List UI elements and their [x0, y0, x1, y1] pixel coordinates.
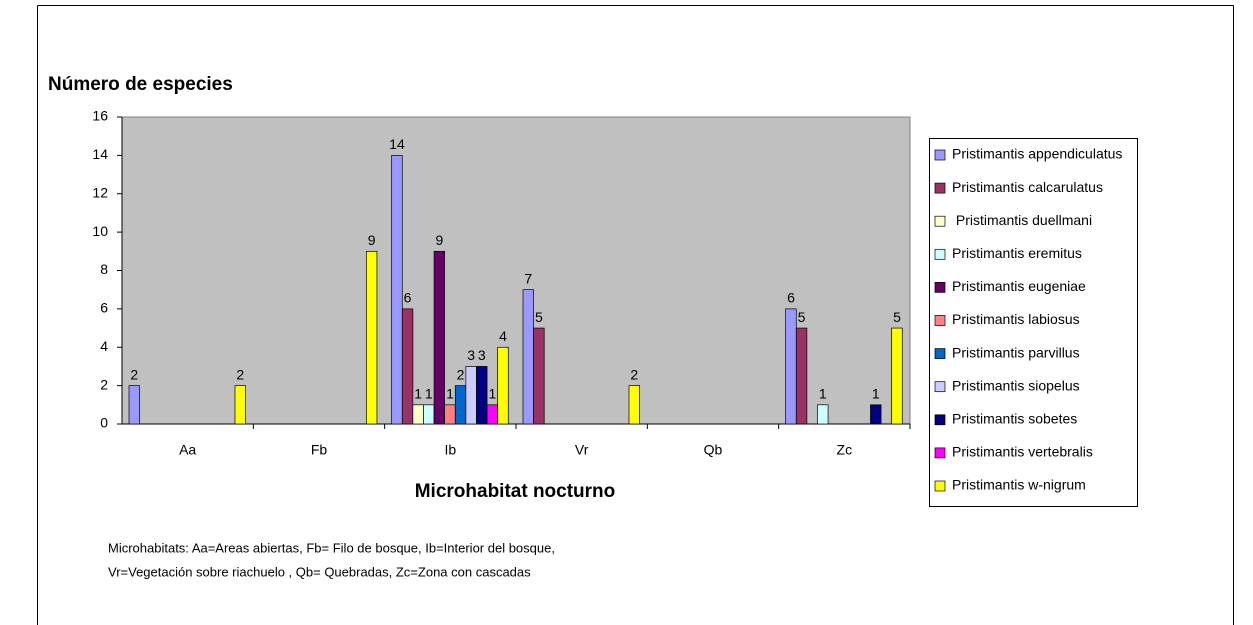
y-tick-label: 4: [100, 338, 108, 354]
plot-area: [121, 116, 911, 425]
x-tick-label: Fb: [311, 442, 328, 458]
data-label: 5: [893, 309, 901, 325]
legend-swatch: [934, 381, 946, 393]
note: Microhabitats: Aa=Areas abiertas, Fb= Fi…: [108, 540, 555, 555]
data-label: 14: [389, 136, 405, 152]
legend-label: Pristimantis eremitus: [952, 245, 1082, 261]
data-label: 9: [435, 232, 443, 248]
legend-swatch: [934, 414, 946, 426]
bar: [128, 385, 140, 425]
data-label: 3: [467, 347, 475, 363]
data-label: 4: [499, 328, 507, 344]
data-label: 6: [787, 290, 795, 306]
bar: [234, 385, 246, 425]
data-label: 7: [524, 270, 532, 286]
bar: [391, 155, 403, 425]
data-label: 2: [130, 366, 138, 382]
legend-label: Pristimantis siopelus: [952, 377, 1080, 393]
data-label: 2: [236, 366, 244, 382]
bar: [444, 404, 456, 425]
bar: [522, 289, 534, 425]
bar: [433, 250, 446, 425]
legend-swatch: [934, 215, 946, 227]
legend-swatch: [934, 348, 946, 359]
data-label: 6: [404, 290, 412, 306]
bar: [454, 385, 467, 425]
y-tick-label: 6: [100, 300, 108, 316]
legend-label: Pristimantis parvillus: [952, 344, 1080, 360]
bar: [628, 385, 640, 425]
data-label: 1: [488, 386, 496, 402]
bar: [817, 404, 829, 425]
bar: [423, 404, 435, 425]
y-tick-label: 14: [92, 146, 108, 162]
bar: [412, 404, 424, 425]
data-label: 1: [446, 386, 454, 402]
legend-label: Pristimantis w-nigrum: [952, 477, 1086, 493]
y-tick-label: 12: [92, 184, 108, 200]
x-tick-label: Zc: [837, 442, 853, 458]
data-label: 5: [798, 309, 806, 325]
data-label: 5: [535, 309, 543, 325]
legend-label: Pristimantis sobetes: [952, 411, 1077, 427]
legend-swatch: [934, 182, 946, 194]
bar: [533, 327, 545, 425]
data-label: 9: [368, 232, 376, 248]
x-tick-label: Ib: [444, 442, 456, 458]
bar: [870, 404, 882, 425]
bar: [785, 308, 797, 425]
legend-label: Pristimantis eugeniae: [952, 278, 1086, 294]
bar: [365, 250, 378, 425]
bar: [497, 346, 509, 425]
y-axis-title: Número de especies: [48, 74, 233, 95]
data-label: 1: [425, 386, 433, 402]
bar: [465, 366, 477, 425]
y-tick-label: 0: [100, 415, 108, 431]
legend-label: Pristimantis appendiculatus: [952, 146, 1122, 162]
y-tick-label: 10: [92, 223, 108, 239]
x-axis-title: Microhabitat nocturno: [415, 481, 616, 502]
legend-swatch: [934, 248, 946, 260]
bar: [476, 366, 488, 425]
data-label: 3: [478, 347, 486, 363]
legend-label: Pristimantis labiosus: [952, 311, 1080, 327]
bar: [401, 308, 414, 425]
legend-label: Pristimantis vertebralis: [952, 444, 1093, 460]
legend-box: [929, 138, 1138, 507]
x-tick-label: Aa: [179, 442, 196, 458]
bar: [891, 327, 903, 425]
x-tick-label: Vr: [575, 442, 589, 458]
legend-swatch: [934, 282, 946, 293]
data-label: 1: [819, 386, 827, 402]
y-tick-label: 8: [100, 261, 108, 277]
data-label: 2: [630, 366, 638, 382]
y-tick-label: 16: [92, 108, 108, 124]
legend-swatch: [934, 315, 946, 326]
bar: [795, 327, 808, 425]
legend-swatch: [934, 149, 946, 161]
y-tick-label: 2: [100, 376, 108, 392]
data-label: 2: [457, 366, 465, 382]
bar: [486, 404, 499, 425]
legend-label: Pristimantis calcarulatus: [952, 179, 1103, 195]
data-label: 1: [872, 386, 880, 402]
data-label: 1: [414, 386, 422, 402]
note: Vr=Vegetación sobre riachuelo , Qb= Queb…: [108, 564, 531, 579]
legend-label: Pristimantis duellmani: [952, 212, 1092, 228]
x-tick-label: Qb: [704, 442, 723, 458]
legend-swatch: [934, 480, 946, 492]
legend-swatch: [934, 447, 946, 459]
